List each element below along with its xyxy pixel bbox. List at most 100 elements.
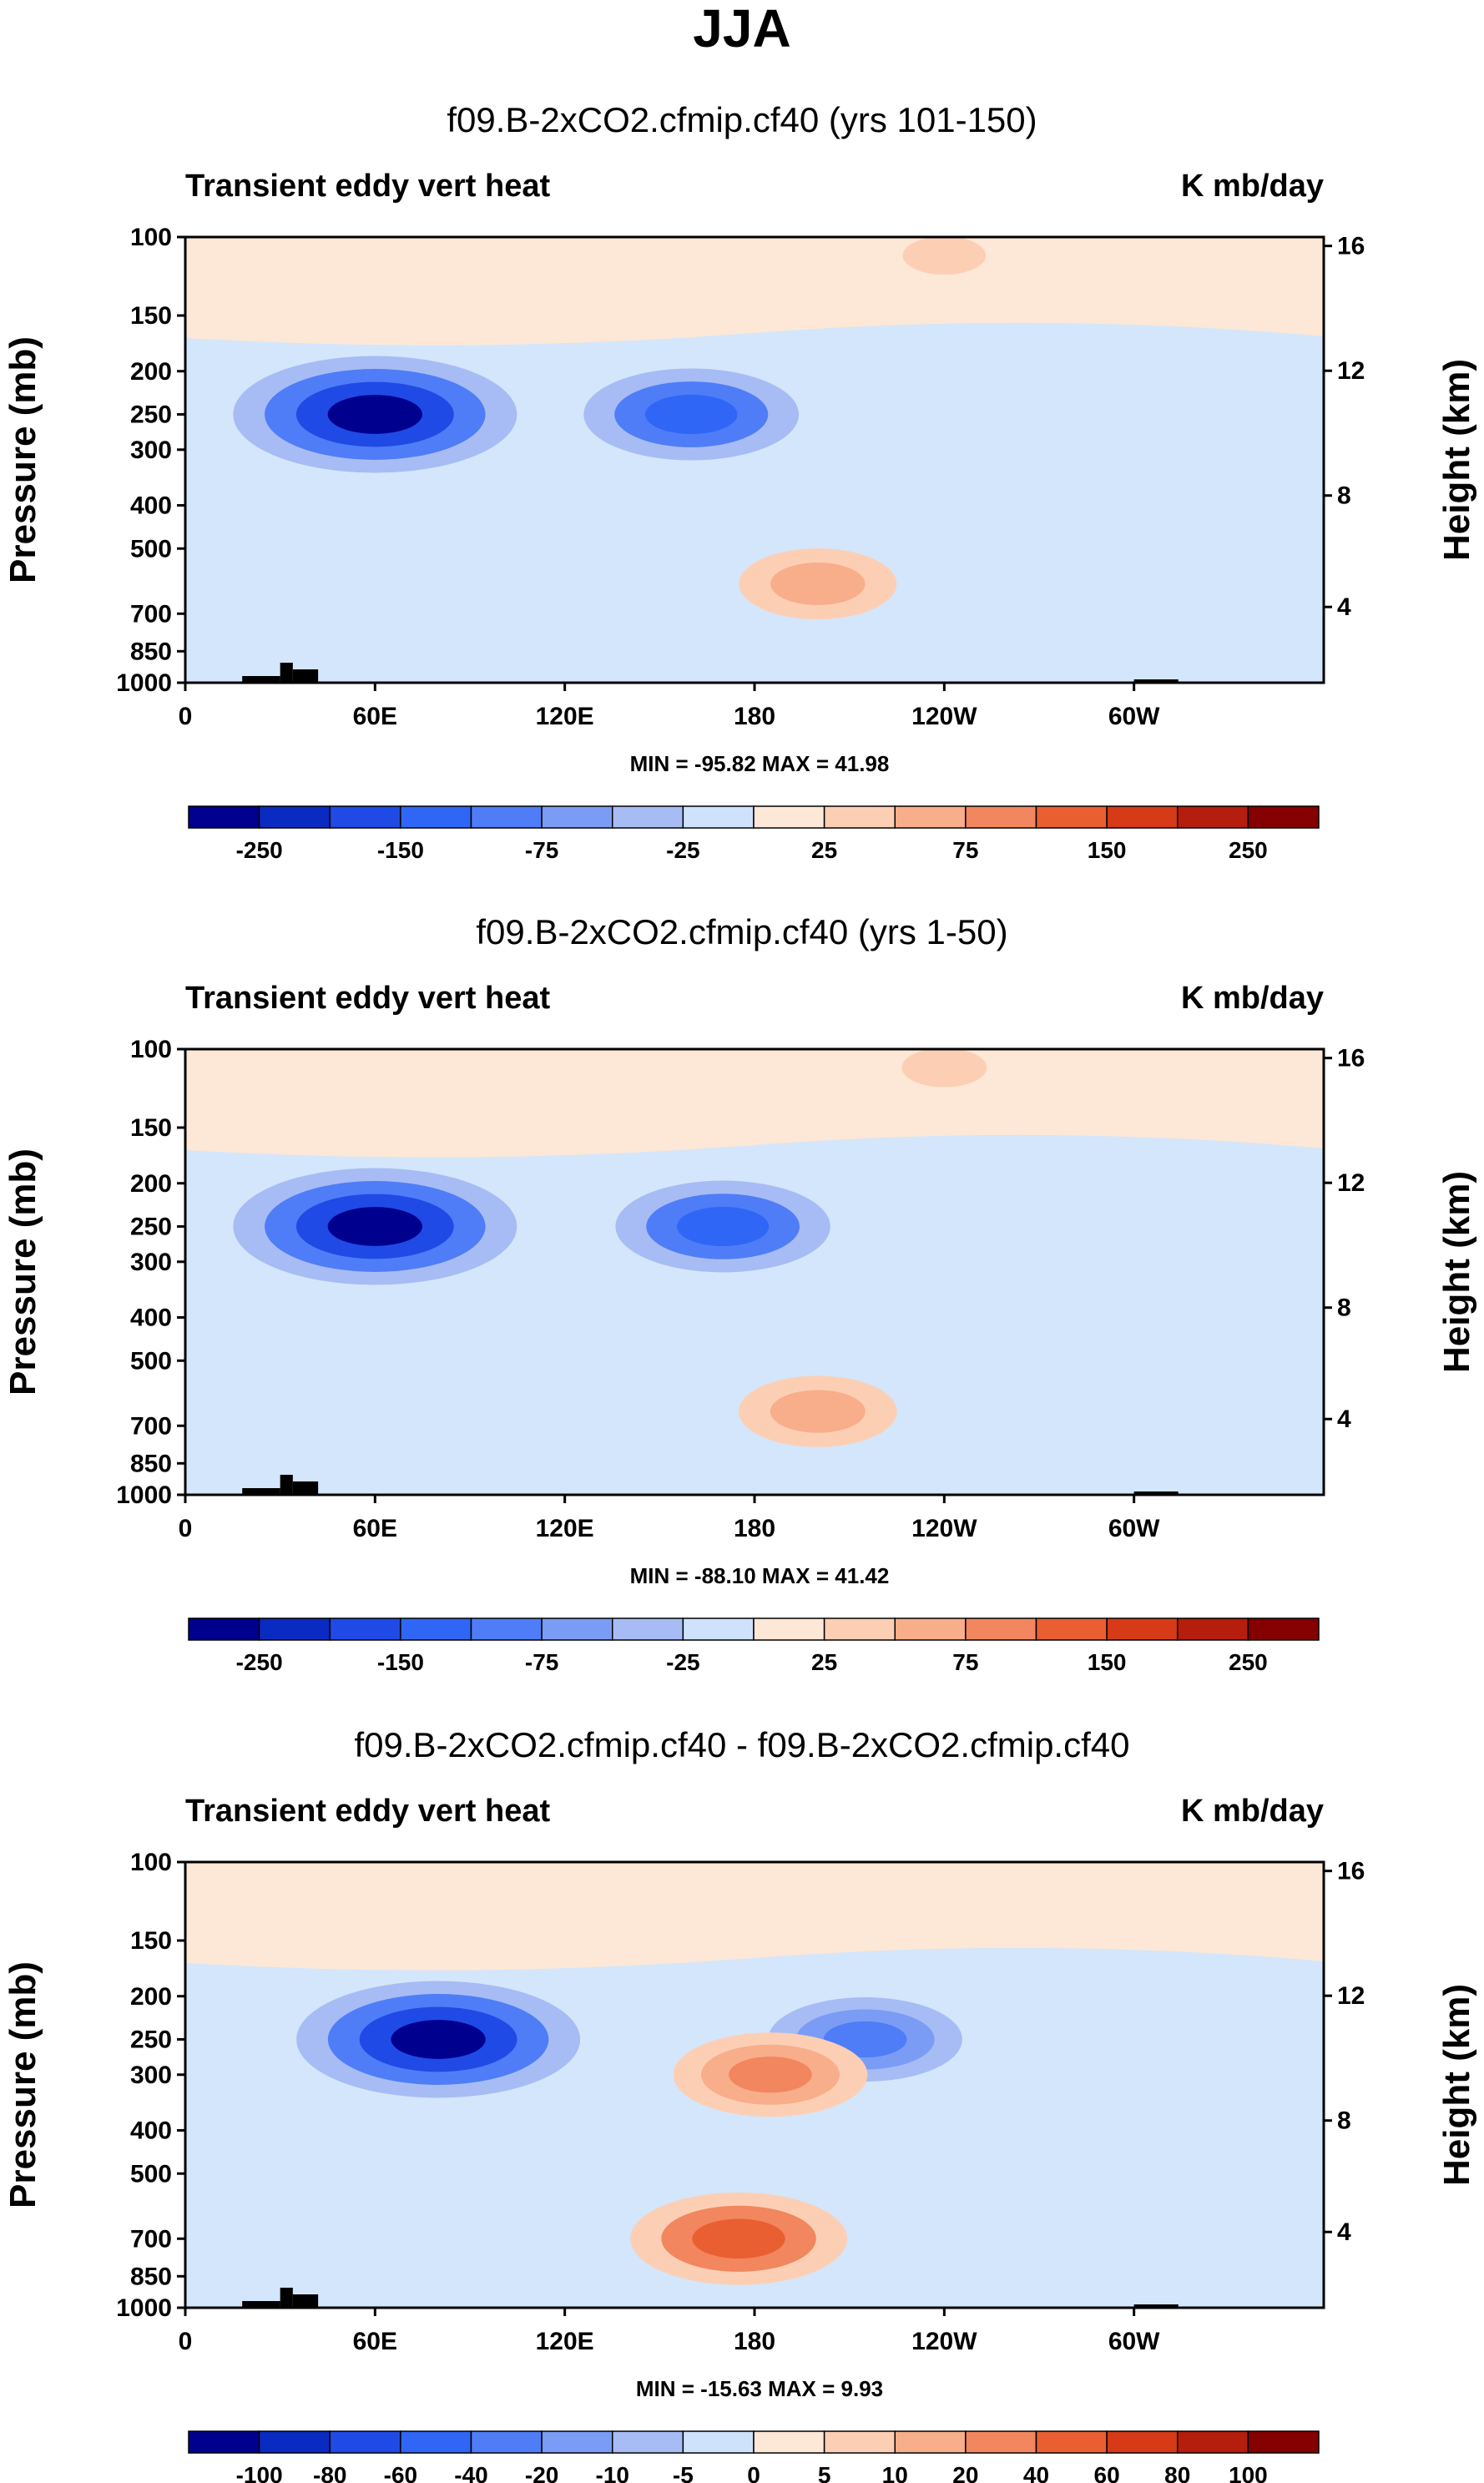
colorbar: -250 -150 -75 -25 25 75 150 250 (188, 1617, 1320, 1675)
colorbar: -100 -80 -60 -40 -20 -10 -5 0 5 10 20 40 60 80 100 (188, 2430, 1320, 2483)
colorbar-label: -10 (596, 2462, 629, 2483)
variable-caption: Transient eddy vert heat (185, 169, 550, 204)
colorbar-label: 40 (1023, 2462, 1049, 2483)
x-tick-label: 180 (734, 1515, 775, 1542)
colorbar-label: -40 (454, 2462, 487, 2483)
y-tick-label: 850 (130, 638, 172, 665)
min-max-label: MIN = -88.10 MAX = 41.42 (630, 1563, 890, 1588)
colorbar-label: -150 (377, 1649, 424, 1675)
y2-tick-label: 4 (1337, 593, 1351, 621)
contour-blob (902, 237, 987, 275)
colorbar-swatch (1106, 1617, 1179, 1641)
colorbar-swatch (1247, 1617, 1320, 1641)
colorbar-label: 80 (1164, 2462, 1190, 2483)
y-axis-title: Pressure (mb) (3, 1961, 43, 2208)
panel-title: f09.B-2xCO2.cfmip.cf40 - f09.B-2xCO2.cfm… (354, 1725, 1129, 1764)
colorbar-label: 150 (1088, 837, 1127, 863)
x-tick-label: 60W (1108, 2328, 1160, 2355)
colorbar-label: -25 (666, 1649, 699, 1675)
topography (242, 2288, 1179, 2308)
y2-tick-label: 16 (1337, 1045, 1365, 1072)
y-tick-label: 100 (130, 224, 172, 251)
colorbar-label: 20 (952, 2462, 978, 2483)
colorbar-swatch (965, 1617, 1037, 1641)
contour-field (185, 1049, 1324, 1495)
colorbar-swatch (612, 2430, 684, 2454)
x-tick-label: 180 (734, 703, 775, 730)
figure-title: JJA (693, 0, 790, 58)
x-tick-label: 60E (353, 2328, 397, 2355)
colorbar-label: 250 (1229, 837, 1268, 863)
units-caption: K mb/day (1181, 1794, 1324, 1829)
min-max-label: MIN = -15.63 MAX = 9.93 (636, 2376, 883, 2401)
y2-tick-label: 8 (1337, 482, 1351, 510)
x-tick-label: 0 (179, 2328, 193, 2355)
x-tick-label: 120W (911, 1515, 977, 1542)
y2-tick-label: 12 (1337, 1169, 1365, 1197)
y-tick-label: 700 (130, 1412, 172, 1440)
x-tick-label: 60W (1108, 1515, 1160, 1542)
units-caption: K mb/day (1181, 169, 1324, 204)
y-axis-title: Pressure (mb) (3, 336, 43, 583)
colorbar-swatch (258, 805, 331, 829)
colorbar-label: -80 (313, 2462, 346, 2483)
colorbar-swatch (541, 2430, 613, 2454)
y2-tick-label: 8 (1337, 2107, 1351, 2135)
y-tick-label: 100 (130, 1849, 172, 1876)
colorbar-swatch (965, 805, 1037, 829)
colorbar-label: -75 (525, 837, 558, 863)
y-tick-label: 500 (130, 535, 172, 563)
colorbar-swatch (612, 1617, 684, 1641)
colorbar-swatch (470, 2430, 543, 2454)
colorbar-swatch (470, 1617, 543, 1641)
y-tick-label: 200 (130, 1983, 172, 2011)
colorbar: -250 -150 -75 -25 25 75 150 250 (188, 805, 1320, 863)
panel-3: f09.B-2xCO2.cfmip.cf40 - f09.B-2xCO2.cfm… (3, 1725, 1477, 2483)
x-tick-label: 60E (353, 703, 397, 730)
colorbar-label: 5 (818, 2462, 831, 2483)
variable-caption: Transient eddy vert heat (185, 981, 550, 1016)
colorbar-swatch (400, 2430, 472, 2454)
colorbar-swatch (188, 2430, 260, 2454)
colorbar-label: 75 (952, 837, 978, 863)
y-tick-label: 200 (130, 1170, 172, 1198)
colorbar-swatch (753, 805, 825, 829)
colorbar-label: -100 (236, 2462, 283, 2483)
y2-axis-title: Height (km) (1436, 1984, 1477, 2186)
y2-tick-label: 16 (1337, 233, 1365, 260)
y-tick-label: 700 (130, 600, 172, 628)
x-tick-label: 60W (1108, 703, 1160, 730)
panel-2: f09.B-2xCO2.cfmip.cf40 (yrs 1-50) Transie… (3, 912, 1477, 1675)
y-tick-label: 1000 (116, 669, 172, 697)
colorbar-swatch (1106, 805, 1179, 829)
colorbar-swatch (682, 805, 755, 829)
y-tick-label: 1000 (116, 2294, 172, 2322)
x-tick-label: 180 (734, 2328, 775, 2355)
colorbar-label: 60 (1094, 2462, 1120, 2483)
colorbar-swatch (1106, 2430, 1179, 2454)
y2-tick-label: 12 (1337, 357, 1365, 385)
colorbar-label: 0 (747, 2462, 760, 2483)
colorbar-swatch (823, 805, 896, 829)
colorbar-label: 250 (1229, 1649, 1268, 1675)
colorbar-swatch (612, 805, 684, 829)
colorbar-swatch (1035, 805, 1108, 829)
y2-axis-title: Height (km) (1436, 359, 1477, 561)
panel-1: f09.B-2xCO2.cfmip.cf40 (yrs 101-150) Tran… (3, 100, 1477, 863)
colorbar-swatch (1177, 2430, 1249, 2454)
colorbar-swatch (470, 805, 543, 829)
contour-blob (770, 563, 866, 606)
colorbar-swatch (1247, 805, 1320, 829)
colorbar-swatch (541, 805, 613, 829)
variable-caption: Transient eddy vert heat (185, 1794, 550, 1829)
upper-positive-band (185, 1049, 1324, 1158)
colorbar-swatch (1177, 1617, 1249, 1641)
colorbar-label: -250 (236, 1649, 283, 1675)
colorbar-swatch (329, 1617, 401, 1641)
y2-tick-label: 4 (1337, 1406, 1351, 1433)
min-max-label: MIN = -95.82 MAX = 41.98 (630, 751, 890, 776)
y-tick-label: 400 (130, 2117, 172, 2145)
contour-blob (327, 395, 423, 434)
contour-blob (729, 2057, 812, 2093)
